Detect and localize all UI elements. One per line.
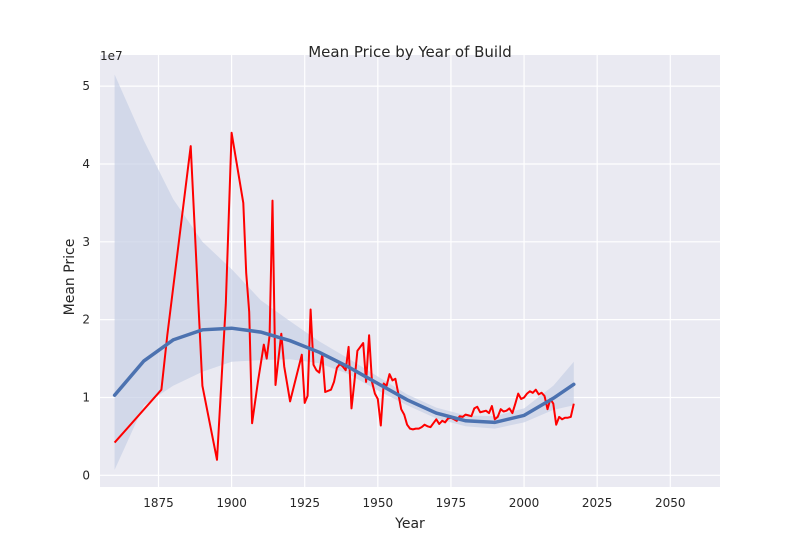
confidence-band [114, 74, 574, 470]
series-fitted-curve [112, 326, 576, 425]
y-exponent-label: 1e7 [100, 49, 123, 63]
series-raw-mean-price [113, 131, 575, 461]
y-tick-label: 5 [82, 79, 90, 93]
y-tick-label: 4 [82, 157, 90, 171]
x-tick-label: 1925 [289, 496, 320, 510]
chart-title: Mean Price by Year of Build [308, 43, 512, 61]
x-tick-label: 2000 [509, 496, 540, 510]
x-tick-label: 1900 [216, 496, 247, 510]
y-tick-label: 0 [82, 468, 90, 482]
x-tick-label: 1950 [363, 496, 394, 510]
x-tick-label: 1975 [436, 496, 467, 510]
x-axis-label: Year [394, 516, 425, 532]
x-tick-label: 2050 [655, 496, 686, 510]
y-axis-label: Mean Price [62, 239, 78, 316]
y-tick-label: 2 [82, 313, 90, 327]
x-axis-ticks: 1875 1900 1925 1950 1975 2000 2025 2050 [143, 496, 685, 510]
x-tick-label: 2025 [582, 496, 613, 510]
y-tick-label: 3 [82, 235, 90, 249]
y-axis-ticks: 0 1 2 3 4 5 [82, 79, 90, 482]
x-tick-label: 1875 [143, 496, 174, 510]
y-tick-label: 1 [82, 390, 90, 404]
